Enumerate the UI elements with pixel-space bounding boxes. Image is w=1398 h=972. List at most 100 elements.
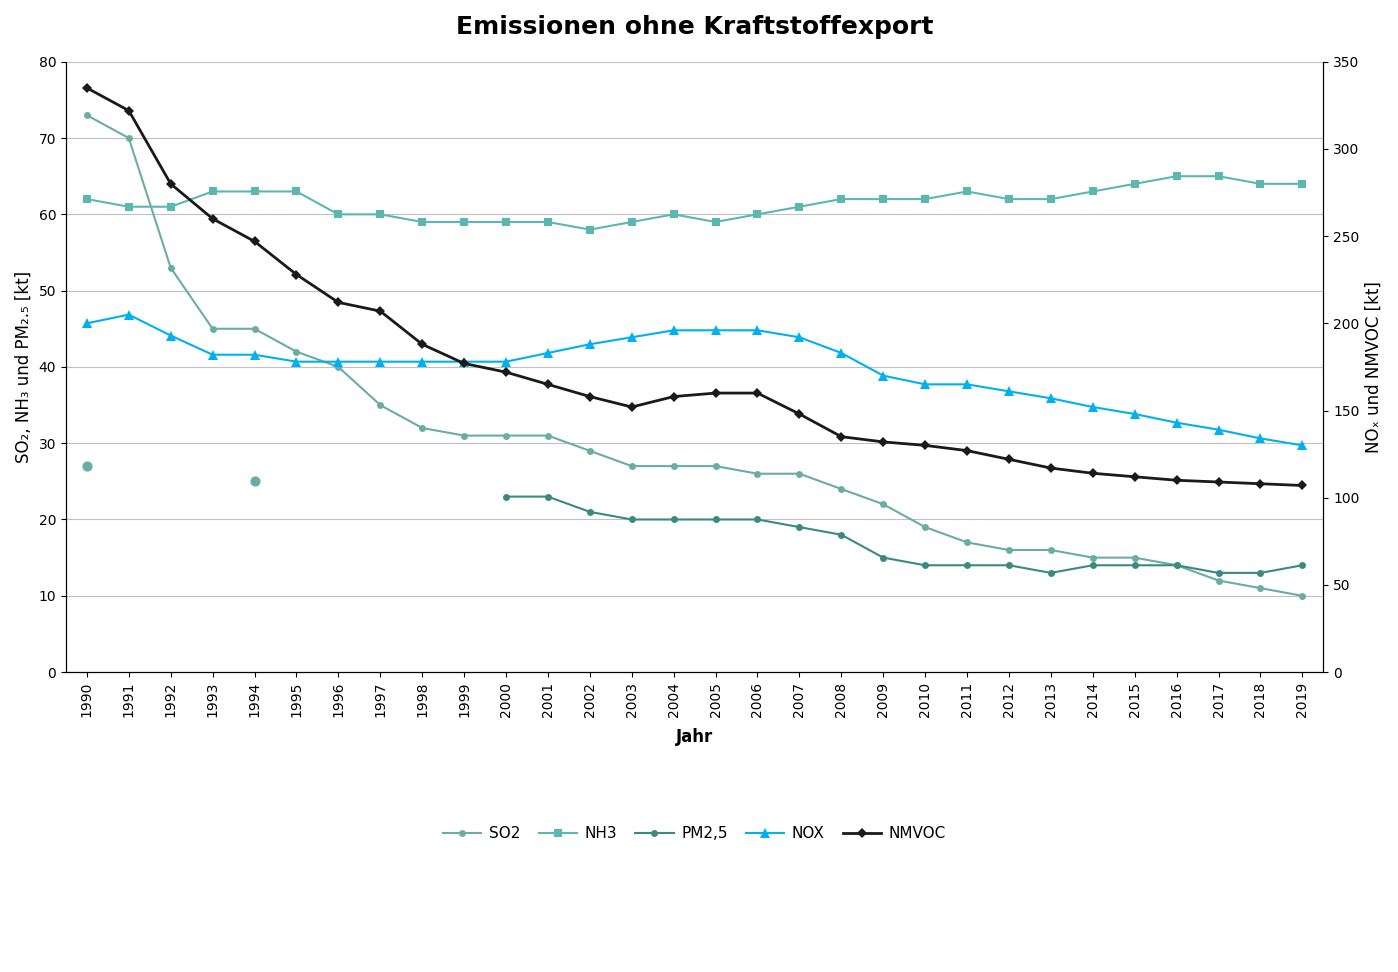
NH3: [1085, 186, 1102, 197]
Line: PM2,5: PM2,5: [502, 493, 1306, 576]
NOX: [120, 309, 137, 321]
Line: SO2: SO2: [84, 112, 1306, 600]
Line: NMVOC: NMVOC: [84, 85, 1306, 489]
SO2: [1127, 552, 1144, 564]
NH3: [372, 209, 389, 221]
SO2: [959, 537, 976, 548]
NOX: [1043, 393, 1060, 404]
PM2,5: [540, 491, 556, 503]
Legend: SO2, NH3, PM2,5, NOX, NMVOC: SO2, NH3, PM2,5, NOX, NMVOC: [438, 820, 952, 848]
SO2: [204, 323, 221, 334]
NH3: [875, 193, 892, 205]
NH3: [288, 186, 305, 197]
SO2: [707, 461, 724, 472]
SO2: [624, 461, 640, 472]
SO2: [498, 430, 514, 441]
SO2: [78, 109, 95, 121]
NMVOC: [1295, 479, 1311, 491]
Point: [75, 459, 98, 474]
NH3: [456, 216, 473, 227]
NH3: [959, 186, 976, 197]
NH3: [1043, 193, 1060, 205]
PM2,5: [665, 513, 682, 525]
X-axis label: Jahr: Jahr: [677, 728, 713, 746]
NMVOC: [162, 178, 179, 190]
NH3: [498, 216, 514, 227]
NOX: [1169, 417, 1186, 429]
NOX: [1001, 386, 1018, 398]
Y-axis label: NOₓ und NMVOC [kt]: NOₓ und NMVOC [kt]: [1364, 281, 1383, 453]
NMVOC: [582, 391, 598, 402]
PM2,5: [749, 513, 766, 525]
PM2,5: [1169, 560, 1186, 572]
SO2: [456, 430, 473, 441]
NH3: [624, 216, 640, 227]
NMVOC: [414, 338, 431, 350]
NMVOC: [204, 213, 221, 225]
PM2,5: [624, 513, 640, 525]
NH3: [246, 186, 263, 197]
SO2: [582, 445, 598, 457]
PM2,5: [1211, 567, 1227, 578]
NOX: [959, 378, 976, 390]
NOX: [414, 356, 431, 367]
Line: NH3: NH3: [82, 172, 1307, 234]
NOX: [917, 378, 934, 390]
NOX: [372, 356, 389, 367]
NOX: [582, 338, 598, 350]
NMVOC: [540, 378, 556, 390]
NH3: [78, 193, 95, 205]
NMVOC: [875, 436, 892, 448]
NH3: [582, 224, 598, 235]
NOX: [749, 325, 766, 336]
NMVOC: [707, 387, 724, 399]
NMVOC: [120, 105, 137, 117]
SO2: [791, 468, 808, 479]
NH3: [330, 209, 347, 221]
PM2,5: [875, 552, 892, 564]
NMVOC: [498, 366, 514, 378]
NMVOC: [624, 401, 640, 413]
NOX: [288, 356, 305, 367]
PM2,5: [1085, 560, 1102, 572]
SO2: [372, 399, 389, 411]
SO2: [246, 323, 263, 334]
SO2: [875, 499, 892, 510]
NMVOC: [749, 387, 766, 399]
PM2,5: [1127, 560, 1144, 572]
NOX: [1211, 424, 1227, 435]
NMVOC: [1211, 476, 1227, 488]
Line: NOX: NOX: [82, 310, 1307, 450]
PM2,5: [498, 491, 514, 503]
NMVOC: [665, 391, 682, 402]
SO2: [1085, 552, 1102, 564]
NH3: [1211, 170, 1227, 182]
NOX: [1295, 439, 1311, 451]
PM2,5: [1295, 560, 1311, 572]
SO2: [288, 346, 305, 358]
NOX: [1127, 408, 1144, 420]
SO2: [540, 430, 556, 441]
NMVOC: [1001, 454, 1018, 466]
NOX: [791, 331, 808, 343]
SO2: [833, 483, 850, 495]
Title: Emissionen ohne Kraftstoffexport: Emissionen ohne Kraftstoffexport: [456, 15, 934, 39]
NMVOC: [1085, 468, 1102, 479]
NH3: [414, 216, 431, 227]
NH3: [540, 216, 556, 227]
NMVOC: [246, 235, 263, 247]
NH3: [204, 186, 221, 197]
SO2: [330, 361, 347, 372]
PM2,5: [1001, 560, 1018, 572]
SO2: [1169, 560, 1186, 572]
NMVOC: [288, 268, 305, 280]
NH3: [1169, 170, 1186, 182]
NOX: [204, 349, 221, 361]
NMVOC: [372, 305, 389, 317]
NOX: [624, 331, 640, 343]
NH3: [1253, 178, 1269, 190]
NMVOC: [1253, 478, 1269, 490]
NMVOC: [1043, 463, 1060, 474]
SO2: [1043, 544, 1060, 556]
NH3: [162, 201, 179, 213]
